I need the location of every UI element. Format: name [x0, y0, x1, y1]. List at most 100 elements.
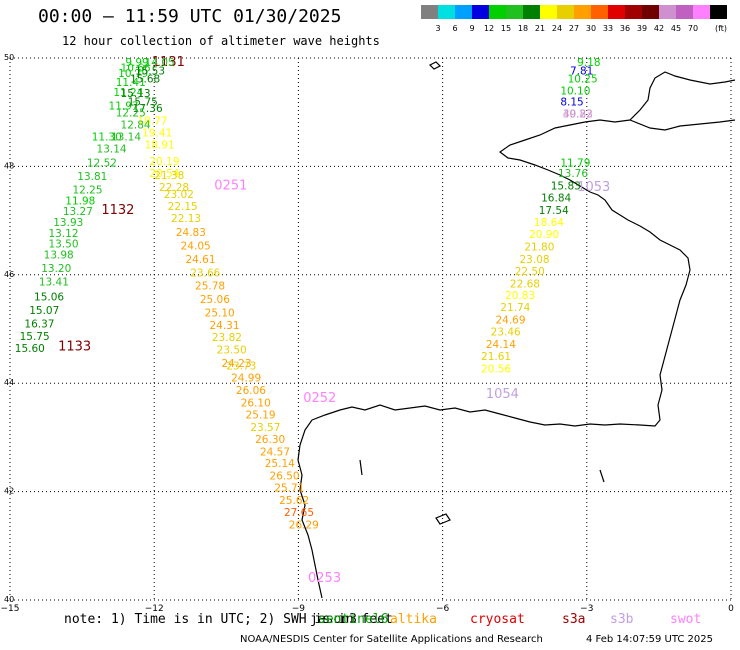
wave-height-label: 13.20 [41, 263, 71, 275]
legend-swatch [693, 5, 710, 19]
satellite-s3b: s3b [610, 612, 634, 627]
lon-tick-label: −9 [292, 604, 306, 614]
legend-level: 39 [636, 24, 648, 33]
legend-swatch [608, 5, 625, 19]
wave-height-label: 21.80 [524, 241, 554, 253]
lat-tick-label: 48 [4, 161, 14, 170]
wave-height-label: 25.78 [195, 280, 225, 292]
track-id-label: 0251 [214, 179, 247, 194]
wave-height-label: 15.75 [20, 331, 50, 343]
wave-height-label: 15.75 [128, 97, 158, 109]
track-id-label: 0252 [303, 391, 336, 406]
legend-level: 12 [483, 24, 495, 33]
wave-height-label: 22.50 [515, 266, 545, 278]
wave-height-label: 10.25 [568, 73, 598, 85]
wave-height-label: 17.54 [539, 205, 569, 217]
legend-swatch [540, 5, 557, 19]
track-1054: 17.5418.6420.9021.8023.0822.5022.6820.83… [481, 205, 569, 402]
lon-tick-label: −15 [1, 604, 20, 614]
wave-height-label: 24.83 [176, 227, 206, 239]
chart-title: 00:00 – 11:59 UTC 01/30/2025 [38, 6, 342, 27]
lon-tick-label: 0 [728, 604, 734, 614]
legend-swatch [506, 5, 523, 19]
legend-swatch [455, 5, 472, 19]
legend-level: 9 [469, 24, 475, 33]
wave-height-label: 25.14 [265, 458, 295, 470]
lat-tick-label: 44 [4, 378, 14, 387]
track-id-label: 1131 [152, 55, 185, 70]
satellite-s3a: s3a [562, 612, 586, 627]
legend-level: 45 [670, 24, 682, 33]
wave-height-label: 7.81 [570, 65, 593, 77]
coastline [297, 61, 736, 599]
lon-tick-label: −12 [145, 604, 164, 614]
generated-timestamp: 4 Feb 14:07:59 UTC 2025 [586, 634, 713, 645]
satellite-cryosat: cryosat [470, 612, 525, 627]
wave-height-label: 26.29 [289, 519, 319, 531]
wave-height-label: 24.61 [185, 254, 215, 266]
wave-height-label: 13.81 [77, 171, 107, 183]
wave-height-label: 27.65 [284, 507, 314, 519]
wave-height-label: 12.52 [87, 157, 117, 169]
satellite-altika: altika [390, 612, 437, 627]
wave-height-label: 26.10 [241, 398, 271, 410]
legend-swatch [472, 5, 489, 19]
wave-height-label: 24.69 [495, 315, 525, 327]
wave-height-label: 8.15 [560, 97, 583, 109]
wave-height-label: 15.07 [29, 305, 59, 317]
wave-height-label: 22.68 [510, 278, 540, 290]
legend-swatch [438, 5, 455, 19]
wave-height-label: 12.25 [116, 108, 146, 120]
track-1133: 15.75 1133 [58, 97, 158, 355]
wave-height-label: 13.12 [48, 228, 78, 240]
wave-height-label: 20.56 [481, 363, 511, 375]
wave-height-label: 15.13 [121, 88, 151, 100]
wave-height-label: 14.05 [145, 57, 175, 69]
wave-height-label: 11.24 [113, 87, 143, 99]
wave-height-label: 23.08 [520, 254, 550, 266]
wave-height-label: 12.84 [121, 119, 151, 131]
wave-height-label: 16.37 [24, 318, 54, 330]
wave-height-label: 23.73 [226, 361, 256, 373]
wave-height-label: 24.23 [221, 358, 251, 370]
legend-swatch [489, 5, 506, 19]
wave-height-label: 11.41 [116, 77, 146, 89]
wave-height-label: 21.38 [154, 170, 184, 182]
wave-height-label: 23.50 [217, 344, 247, 356]
wave-height-label: 21.74 [500, 302, 530, 314]
wave-height-label: 18.77 [137, 116, 167, 128]
legend-swatch [642, 5, 659, 19]
legend-swatch [421, 5, 438, 19]
track-id-label: 1054 [486, 387, 519, 402]
wave-height-label: 10.10 [560, 85, 590, 97]
wave-height-label: 20.83 [505, 290, 535, 302]
legend-level: 18 [517, 24, 529, 33]
track-id-label: 1053 [577, 180, 610, 195]
wave-height-label: 20.19 [149, 156, 179, 168]
wave-height-label: 24.14 [486, 339, 516, 351]
wave-height-label: 26.50 [270, 471, 300, 483]
legend-level: 3 [435, 24, 441, 33]
track-0251: 14.0515.5315.6812.2512.8413.1413.1412.52… [15, 57, 248, 355]
wave-height-label: 13.50 [48, 239, 78, 251]
legend-swatch [625, 5, 642, 19]
wave-height-label: 20.54 [149, 168, 179, 180]
wave-height-label: 23.57 [250, 422, 280, 434]
chart-subtitle: 12 hour collection of altimeter wave hei… [62, 34, 380, 48]
wave-height-label: 26.30 [255, 434, 285, 446]
wave-height-label: 9.99 [125, 57, 148, 69]
wave-height-label: 12.25 [72, 185, 102, 197]
wave-height-label: 11.30 [92, 131, 122, 143]
wave-height-label: 13.41 [39, 277, 69, 289]
lat-tick-label: 50 [4, 53, 14, 62]
legend-swatch [676, 5, 693, 19]
axis-ticks: −15 −12 −9 −6 −3 0 50 48 46 44 42 40 [1, 53, 735, 614]
legend-level: 21 [534, 24, 546, 33]
legend-level: 24 [551, 24, 563, 33]
wave-height-label: 39.22 [563, 109, 593, 121]
lon-tick-label: −6 [436, 604, 450, 614]
wave-height-label: 15.68 [130, 73, 160, 85]
lon-tick-label: −3 [580, 604, 593, 614]
